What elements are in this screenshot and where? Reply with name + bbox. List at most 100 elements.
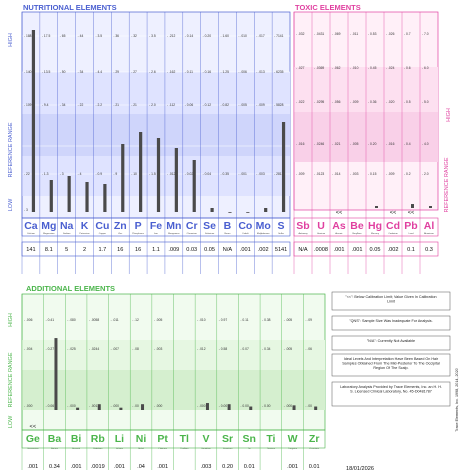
additional-tick-label: - 0.00 (240, 404, 249, 408)
nutritional-tick-label: - 7141 (274, 34, 284, 38)
toxic-tick-label: - 2.0 (422, 172, 429, 176)
nutritional-band-upper (22, 72, 290, 114)
toxic-value-al: 0.3 (425, 247, 433, 253)
nutritional-tick-label: - 3.5 (95, 34, 102, 38)
toxic-value-sb: N/A (298, 247, 308, 253)
toxic-tick-label: - .069 (332, 32, 341, 36)
nutritional-name-cr: Chromium (187, 232, 197, 235)
additional-symbol-pt: Pt (157, 433, 168, 445)
nutritional-tick-label: - 3 (24, 208, 28, 212)
toxic-tick-label: - 4.0 (422, 142, 429, 146)
toxic-name-al: Aluminum (424, 232, 434, 235)
toxic-tick-label: - 0.36 (368, 100, 377, 104)
additional-name-w: Tungsten (288, 447, 298, 450)
additional-title: ADDITIONAL ELEMENTS (26, 284, 115, 293)
nutritional-tick-label: - 1.5 (149, 172, 156, 176)
nutritional-value-ca: 141 (26, 247, 35, 253)
additional-tick-label: - .010 (197, 318, 206, 322)
additional-tick-label: - .012 (197, 347, 206, 351)
additional-tick-label: - .000 (111, 404, 120, 408)
additional-tick-label: - .06 (305, 347, 312, 351)
additional-value-ge: .001 (27, 464, 38, 470)
additional-tick-label: - .08 (132, 347, 139, 351)
nutritional-bar-cu (103, 184, 107, 212)
additional-tick-label: - .00 (305, 404, 312, 408)
additional-tick-label: - .0244 (89, 347, 99, 351)
additional-tick-label: - 0.07 (240, 347, 249, 351)
nutritional-tick-label: - 17.5 (42, 34, 51, 38)
additional-name-pt: Platinum (158, 447, 167, 450)
toxic-value-u: .0008 (314, 247, 328, 253)
nutritional-tick-label: - .001 (238, 172, 247, 176)
toxic-symbol-cd: Cd (386, 220, 400, 232)
nutritional-bar-k (85, 182, 89, 212)
nutritional-title: NUTRITIONAL ELEMENTS (23, 3, 117, 12)
nutritional-symbol-na: Na (60, 220, 74, 232)
toxic-bar-pb (411, 204, 414, 208)
additional-tick-label: - .0058 (89, 318, 99, 322)
nutritional-value-cr: 0.03 (186, 247, 197, 253)
nutritional-symbol-zn: Zn (114, 220, 127, 232)
toxic-tick-label: - .016 (296, 142, 305, 146)
additional-bar-sr (227, 404, 231, 410)
nutritional-bar-mg (49, 180, 53, 212)
nutritional-name-b: Boron (225, 232, 232, 235)
toxic-name-be: Beryllium (353, 232, 362, 235)
additional-tick-label: - .003 (154, 347, 163, 351)
additional-name-ge: Germanium (27, 447, 39, 450)
additional-tick-label: - .000 (197, 404, 206, 408)
nutritional-tick-label: - .112 (167, 103, 175, 107)
additional-name-bi: Bismuth (72, 447, 81, 450)
additional-bar-sn (249, 406, 253, 410)
additional-value-zr: 0.01 (309, 464, 320, 470)
nutritional-value-mo: .002 (258, 247, 269, 253)
additional-tick-label: - .005 (284, 318, 293, 322)
nutritional-tick-label: - 6235 (274, 70, 284, 74)
additional-symbol-w: W (288, 433, 298, 445)
nutritional-tick-label: - 0.12 (203, 103, 212, 107)
nutritional-tick-label: - 188 (24, 34, 32, 38)
nutritional-symbol-b: B (224, 220, 232, 232)
toxic-tick-label: - .010 (350, 66, 359, 70)
additional-value-pt: .001 (157, 464, 168, 470)
nutritional-symbol-p: P (135, 220, 142, 232)
nutritional-bar-ca (31, 30, 36, 212)
additional-symbol-row (21, 429, 326, 449)
additional-name-ni: Nickel (138, 448, 144, 450)
nutritional-tick-label: - .012 (167, 172, 176, 176)
toxic-name-sb: Antimony (298, 232, 308, 235)
toxic-name-hg: Mercury (371, 232, 380, 235)
additional-low-label: LOW (8, 415, 14, 428)
note-text: Region Of The Scalp. (373, 366, 408, 370)
additional-bar-li (119, 407, 123, 410)
additional-tick-label: - .00 (132, 404, 139, 408)
nutritional-tick-label: - 1.60 (221, 34, 230, 38)
nutritional-bar-p (139, 132, 143, 212)
additional-name-ti: Titanium (267, 447, 275, 450)
nutritional-symbol-row (21, 217, 291, 237)
toxic-tick-label: - .0246 (314, 142, 324, 146)
nutritional-symbol-mg: Mg (41, 220, 56, 232)
nutritional-bar-fe (156, 138, 161, 212)
note-text: Laboratory Analysis Provided by Trace El… (340, 385, 442, 389)
nutritional-symbol-mo: Mo (256, 220, 271, 232)
additional-name-v: Vanadium (201, 448, 211, 450)
nutritional-symbol-k: K (81, 220, 89, 232)
nutritional-tick-label: - .003 (256, 172, 265, 176)
toxic-tick-label: - .026 (386, 32, 395, 36)
additional-value-bi: .001 (71, 464, 82, 470)
toxic-tick-label: - .005 (350, 142, 359, 146)
nutritional-tick-label: - 50 (60, 70, 66, 74)
note-text: S. Licensed Clinical Laboratory, No. 45-… (350, 390, 432, 394)
additional-value-rb: .0019 (91, 464, 105, 470)
nutritional-tick-label: - 1.3 (42, 172, 49, 176)
additional-tick-label: - 0.38 (262, 318, 271, 322)
nutritional-tick-label: - 32 (131, 34, 137, 38)
toxic-symbol-pb: Pb (404, 220, 417, 232)
toxic-symbol-row (293, 217, 439, 237)
copyright-text: Trace Elements, Inc. 1998, 2014, 2020 (455, 368, 459, 431)
nutritional-reference-label: REFERENCE RANGE (8, 122, 14, 177)
additional-name-ba: Barium (51, 447, 58, 450)
nutritional-tick-label: - 22 (24, 172, 30, 176)
nutritional-tick-label: - 9.4 (42, 103, 49, 107)
